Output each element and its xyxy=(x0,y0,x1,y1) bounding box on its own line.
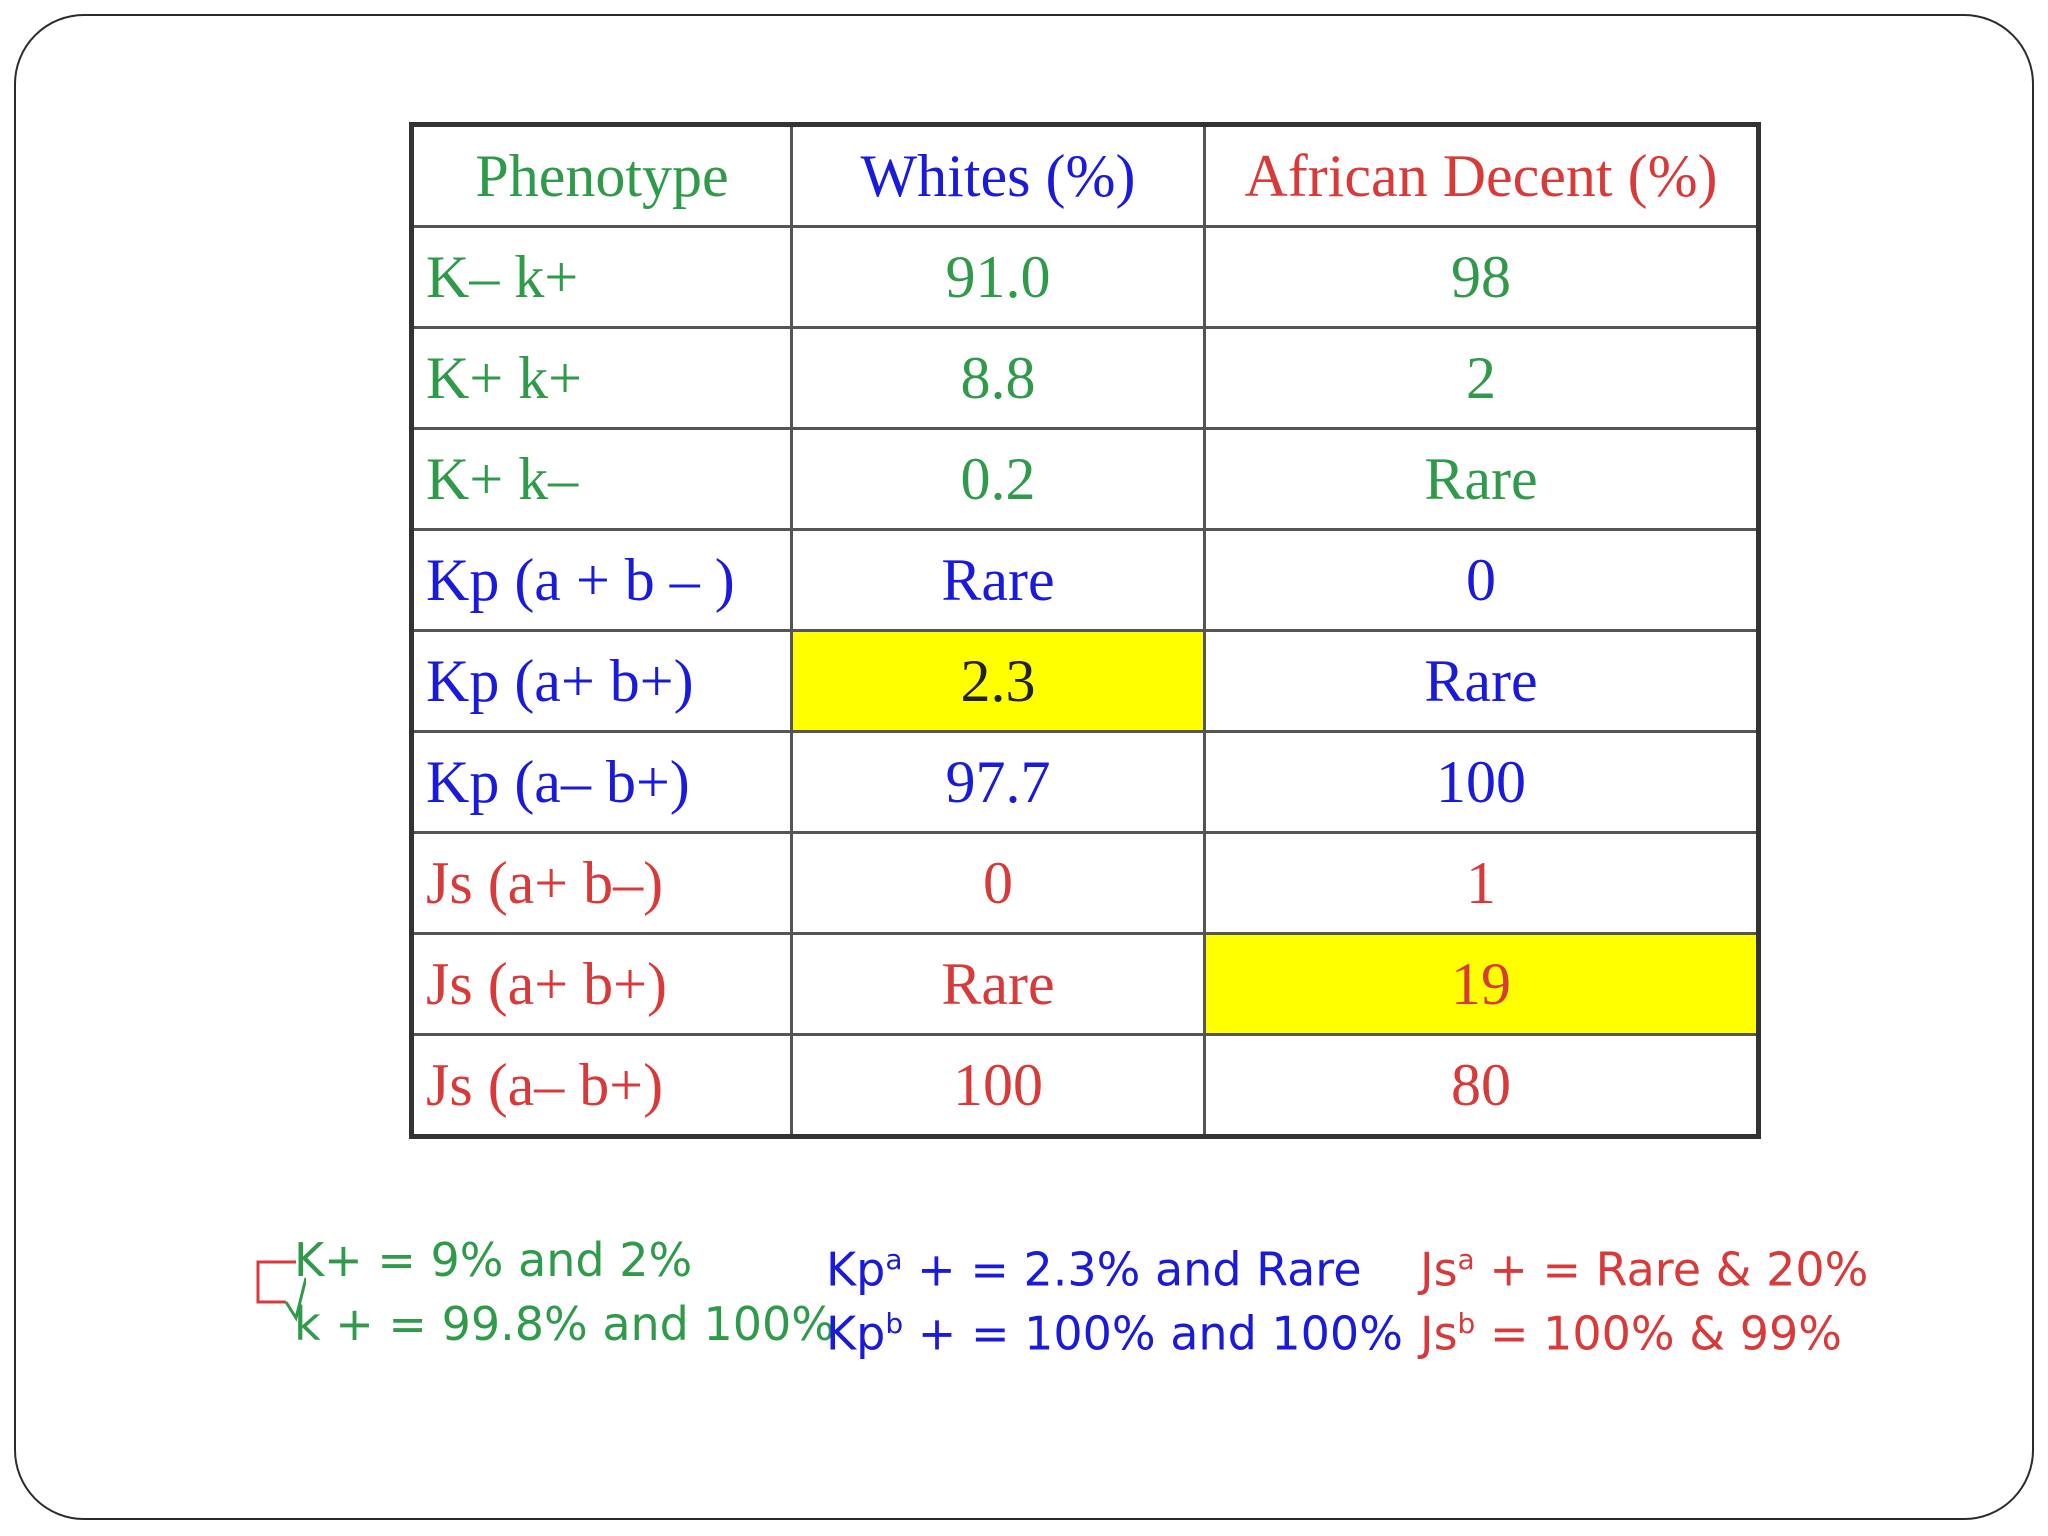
phenotype-cell: Kp (a+ b+) xyxy=(410,629,793,733)
african-cell: 100 xyxy=(1203,730,1760,834)
whites-cell-highlighted: 2.3 xyxy=(790,629,1206,733)
whites-cell: 91.0 xyxy=(790,225,1206,329)
african-cell-highlighted: 19 xyxy=(1203,932,1760,1036)
african-cell: 80 xyxy=(1203,1033,1760,1138)
whites-cell: 100 xyxy=(790,1033,1206,1138)
table-row: Kp (a + b – ) Rare 0 xyxy=(410,528,1760,632)
table-row: Js (a+ b–) 0 1 xyxy=(410,831,1760,935)
whites-cell: Rare xyxy=(790,932,1206,1036)
header-phenotype: Phenotype xyxy=(410,123,793,228)
phenotype-cell: Kp (a + b – ) xyxy=(410,528,793,632)
whites-cell: 0 xyxy=(790,831,1206,935)
sutter-note-line: Jsa + = Rare & 20% xyxy=(1420,1242,1869,1297)
phenotype-cell: Js (a– b+) xyxy=(410,1033,793,1138)
phenotype-cell: K+ k+ xyxy=(410,326,793,430)
whites-cell: 8.8 xyxy=(790,326,1206,430)
phenotype-cell: Js (a+ b–) xyxy=(410,831,793,935)
african-cell: 0 xyxy=(1203,528,1760,632)
table-row: Js (a+ b+) Rare 19 xyxy=(410,932,1760,1036)
header-african: African Decent (%) xyxy=(1203,123,1760,228)
whites-cell: 0.2 xyxy=(790,427,1206,531)
sutter-note-line: Jsb = 100% & 99% xyxy=(1420,1306,1842,1361)
african-cell: 2 xyxy=(1203,326,1760,430)
bracket-connector xyxy=(256,1260,306,1322)
kpenny-note-line: Kpb + = 100% and 100% xyxy=(826,1306,1403,1361)
phenotype-cell: K– k+ xyxy=(410,225,793,329)
table-row: K– k+ 91.0 98 xyxy=(410,225,1760,329)
table-row: K+ k– 0.2 Rare xyxy=(410,427,1760,531)
sutter-notes: Jsa + = Rare & 20% Jsb = 100% & 99% xyxy=(1420,1228,1869,1361)
phenotype-cell: Kp (a– b+) xyxy=(410,730,793,834)
african-cell: 1 xyxy=(1203,831,1760,935)
kell-notes: K+ = 9% and 2% k + = 99.8% and 100% xyxy=(294,1228,835,1356)
table-row: Kp (a– b+) 97.7 100 xyxy=(410,730,1760,834)
kell-note-line: k + = 99.8% and 100% xyxy=(294,1297,836,1351)
table-row: Js (a– b+) 100 80 xyxy=(410,1033,1760,1138)
african-cell: Rare xyxy=(1203,427,1760,531)
kpenny-notes: Kpa + = 2.3% and Rare Kpb + = 100% and 1… xyxy=(826,1228,1403,1361)
kpenny-note-line: Kpa + = 2.3% and Rare xyxy=(826,1242,1362,1297)
header-whites: Whites (%) xyxy=(790,123,1206,228)
kell-note-line: K+ = 9% and 2% xyxy=(294,1233,693,1287)
table-row: K+ k+ 8.8 2 xyxy=(410,326,1760,430)
table-row: Kp (a+ b+) 2.3 Rare xyxy=(410,629,1760,733)
phenotype-cell: K+ k– xyxy=(410,427,793,531)
phenotype-table: Phenotype Whites (%) African Decent (%) … xyxy=(409,122,1761,1139)
whites-cell: Rare xyxy=(790,528,1206,632)
african-cell: 98 xyxy=(1203,225,1760,329)
phenotype-cell: Js (a+ b+) xyxy=(410,932,793,1036)
whites-cell: 97.7 xyxy=(790,730,1206,834)
table-header-row: Phenotype Whites (%) African Decent (%) xyxy=(410,123,1760,228)
african-cell: Rare xyxy=(1203,629,1760,733)
